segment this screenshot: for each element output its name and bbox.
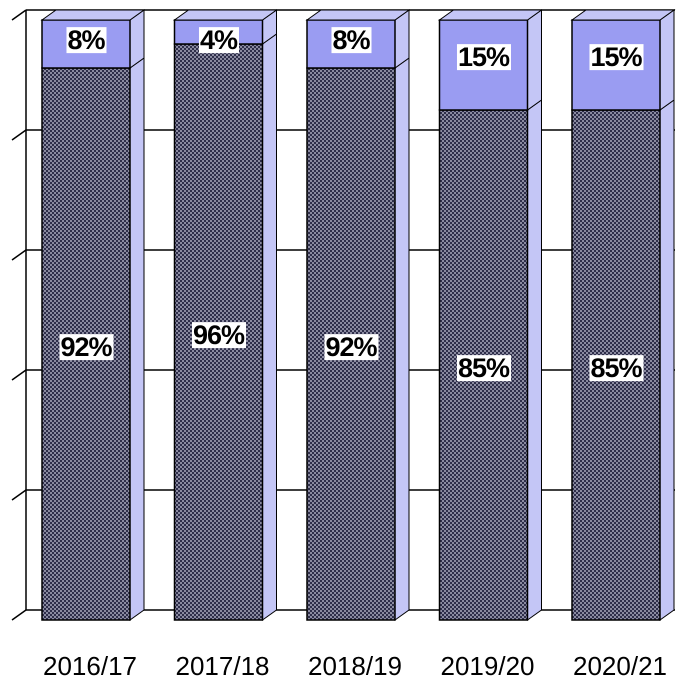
- label-bg: [66, 27, 107, 54]
- data-label: 15%: [456, 42, 512, 72]
- x-tick-label: 2019/20: [441, 651, 535, 681]
- label-bg: [456, 355, 512, 382]
- value-label: 92%: [325, 332, 377, 362]
- data-label: 8%: [66, 25, 107, 55]
- x-tick-label: 2016/17: [43, 651, 137, 681]
- data-label: 85%: [589, 353, 644, 383]
- tick-mark: [11, 609, 27, 621]
- data-label: 15%: [589, 42, 644, 72]
- x-tick-label: 2017/18: [176, 651, 270, 681]
- data-label: 92%: [324, 332, 379, 362]
- bar-side: [527, 99, 542, 621]
- bar-side: [262, 33, 277, 621]
- value-label: 85%: [590, 353, 642, 383]
- data-label: 96%: [191, 320, 247, 350]
- label-bg: [589, 44, 644, 71]
- tick-mark: [11, 129, 27, 141]
- label-bg: [324, 334, 379, 361]
- bar-side: [527, 9, 542, 111]
- bar-side: [394, 57, 410, 621]
- tick-mark: [11, 489, 27, 501]
- bar-top: [172, 9, 279, 21]
- value-label: 15%: [590, 42, 642, 72]
- bar-side: [659, 99, 675, 621]
- label-bg: [589, 355, 644, 382]
- data-label: 85%: [456, 353, 512, 383]
- tick-mark: [11, 249, 27, 261]
- bar-top: [305, 9, 411, 21]
- label-bg: [198, 27, 240, 54]
- value-label: 92%: [60, 332, 112, 362]
- value-label: 15%: [458, 42, 510, 72]
- label-bg: [191, 322, 247, 349]
- label-bg: [59, 334, 114, 361]
- bar-top: [570, 9, 676, 21]
- bar-side: [659, 9, 675, 111]
- bar-top: [40, 9, 146, 21]
- data-label: 8%: [331, 25, 372, 55]
- value-label: 8%: [67, 25, 105, 55]
- tick-mark: [11, 9, 27, 21]
- data-label: 4%: [198, 25, 240, 55]
- x-tick-label: 2020/21: [573, 651, 667, 681]
- value-label: 8%: [332, 25, 370, 55]
- tick-mark: [11, 369, 27, 381]
- value-label: 96%: [193, 320, 245, 350]
- label-bg: [331, 27, 372, 54]
- x-tick-label: 2018/19: [308, 651, 402, 681]
- data-label: 92%: [59, 332, 114, 362]
- bar-side: [129, 57, 145, 621]
- bar-top: [437, 9, 544, 21]
- value-label: 85%: [458, 353, 510, 383]
- value-label: 4%: [200, 25, 238, 55]
- label-bg: [456, 44, 512, 71]
